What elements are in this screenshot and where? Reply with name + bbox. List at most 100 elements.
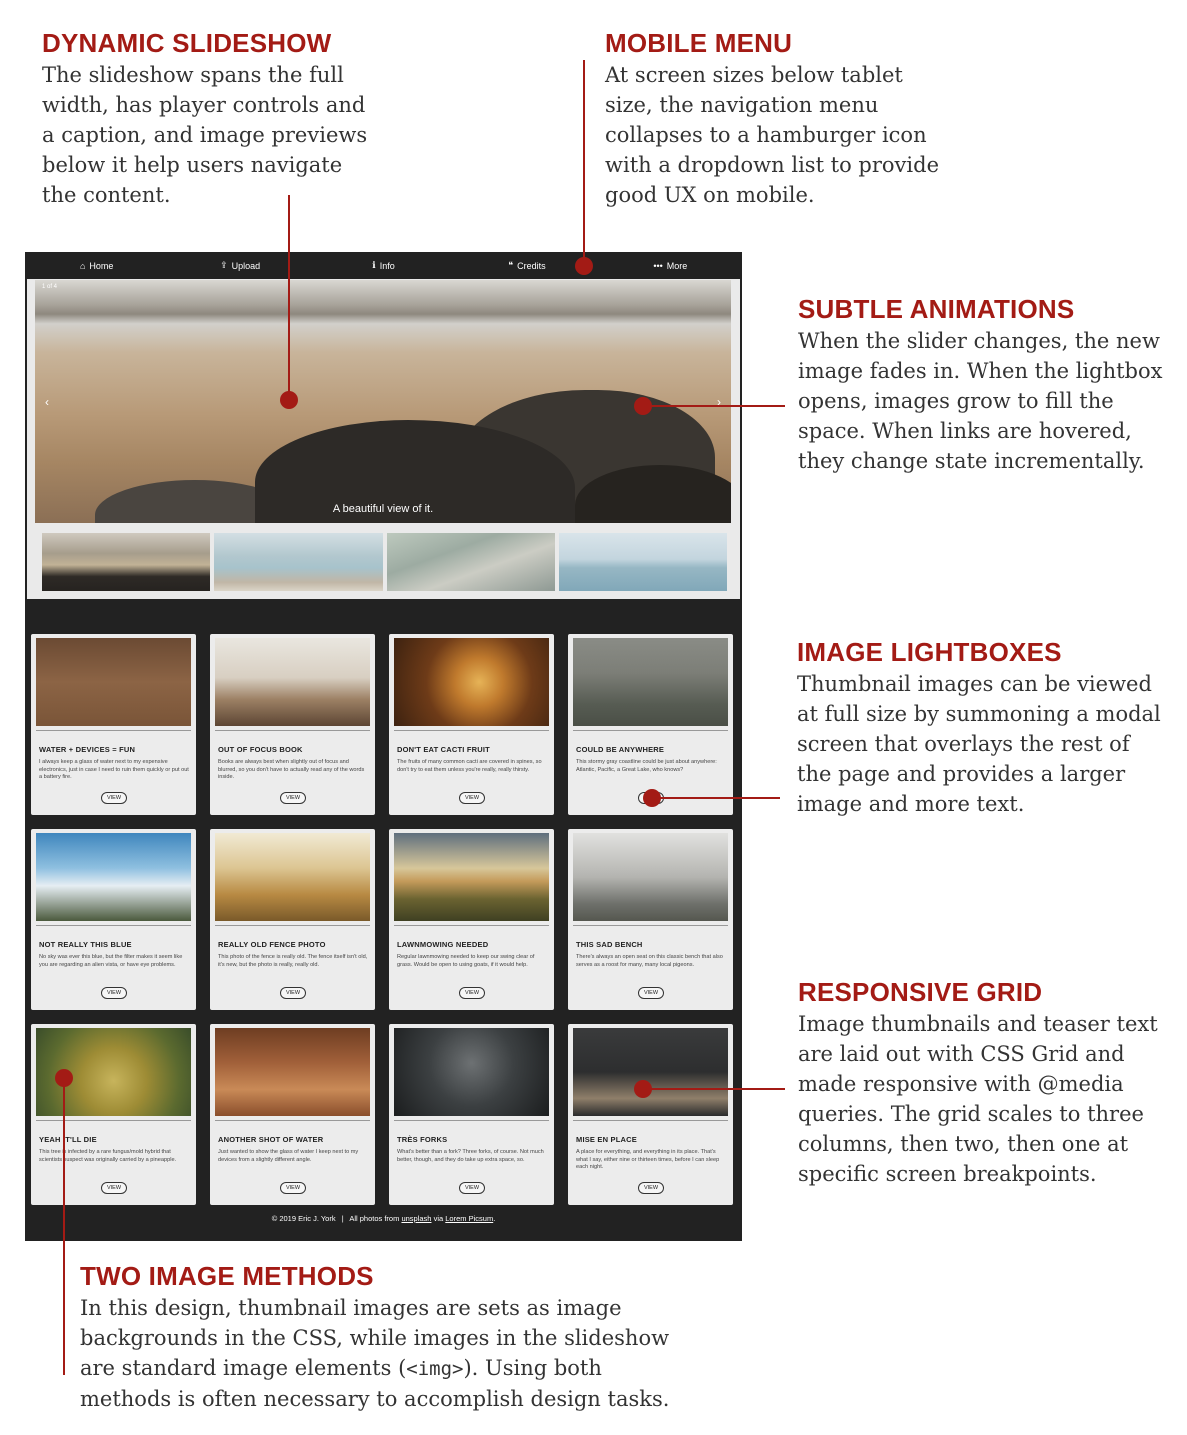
annotation-text: Image thumbnails and teaser text are lai… — [798, 1012, 1158, 1186]
card-image[interactable] — [36, 1028, 191, 1116]
card-image[interactable] — [573, 833, 728, 921]
slide-counter: 1 of 4 — [42, 284, 58, 290]
card-title: WATER + DEVICES = FUN — [39, 745, 136, 754]
view-button[interactable]: VIEW — [101, 1182, 127, 1194]
card-image[interactable] — [394, 833, 549, 921]
card-text: The fruits of many common cacti are cove… — [397, 759, 542, 773]
quote-icon: ❝ — [508, 260, 514, 270]
slideshow: 1 of 4 ‹ › A beautiful view of it. — [27, 279, 740, 599]
annotation-animations: SUBTLE ANIMATIONS When the slider change… — [798, 294, 1168, 476]
card-text: This photo of the fence is really old. T… — [218, 954, 368, 968]
prev-arrow-icon[interactable]: ‹ — [45, 395, 49, 409]
card-image[interactable] — [36, 833, 191, 921]
card-text: Just wanted to show the glass of water I… — [218, 1149, 359, 1163]
card-text: Regular lawnmowing needed to keep our sw… — [397, 954, 535, 968]
annotation-title: SUBTLE ANIMATIONS — [798, 294, 1075, 324]
card-divider — [36, 730, 191, 731]
slide-caption: A beautiful view of it. — [332, 503, 434, 515]
grid-card: LAWNMOWING NEEDED Regular lawnmowing need… — [389, 829, 554, 1010]
nav-item-more[interactable]: ••• More — [599, 252, 742, 279]
card-image[interactable] — [394, 1028, 549, 1116]
slide-preview-1[interactable] — [42, 533, 211, 591]
card-title: COULD BE ANYWHERE — [576, 745, 665, 754]
nav-label: Upload — [231, 260, 261, 271]
card-image[interactable] — [36, 638, 191, 726]
card-divider — [36, 925, 191, 926]
ellipsis-icon: ••• — [653, 260, 663, 271]
card-title: MISE EN PLACE — [576, 1135, 637, 1144]
view-button[interactable]: VIEW — [101, 987, 127, 999]
card-image[interactable] — [215, 833, 370, 921]
footer-period: . — [493, 1214, 496, 1223]
view-button[interactable]: VIEW — [101, 792, 127, 804]
card-text: No sky was ever this blue, but the filte… — [39, 954, 183, 968]
annotation-title: TWO IMAGE METHODS — [80, 1261, 374, 1291]
view-button[interactable]: VIEW — [280, 987, 306, 999]
home-icon: ⌂ — [79, 260, 86, 271]
card-title: TRÈS FORKS — [397, 1135, 448, 1144]
grid-card: REALLY OLD FENCE PHOTO This photo of the … — [210, 829, 375, 1010]
slide-rock — [255, 420, 575, 523]
nav-item-info[interactable]: ℹ Info — [312, 252, 455, 279]
annotation-slideshow: DYNAMIC SLIDESHOW The slideshow spans th… — [42, 28, 382, 210]
card-title: DON'T EAT CACTI FRUIT — [397, 745, 490, 754]
card-title: NOT REALLY THIS BLUE — [39, 940, 132, 949]
view-button[interactable]: VIEW — [638, 1182, 664, 1194]
annotation-title: MOBILE MENU — [605, 28, 793, 58]
unsplash-link[interactable]: unsplash — [401, 1214, 432, 1223]
card-divider — [573, 730, 728, 731]
card-divider — [394, 1120, 549, 1121]
image-grid: WATER + DEVICES = FUN I always keep a gla… — [31, 634, 736, 1205]
view-button[interactable]: VIEW — [638, 987, 664, 999]
view-button[interactable]: VIEW — [638, 792, 664, 804]
grid-card: OUT OF FOCUS BOOK Books are always best w… — [210, 634, 375, 815]
slide-preview-2[interactable] — [214, 533, 383, 591]
card-divider — [215, 730, 370, 731]
upload-icon: ⇪ — [220, 260, 228, 270]
card-divider — [573, 1120, 728, 1121]
nav-bar: ⌂ Home ⇪ Upload ℹ Info ❝ Credits ••• More — [25, 252, 742, 279]
photos-credit: All photos from — [349, 1214, 400, 1223]
annotation-text: At screen sizes below tablet size, the n… — [605, 63, 940, 207]
lorem-picsum-link[interactable]: Lorem Picsum — [445, 1214, 494, 1223]
view-button[interactable]: VIEW — [459, 1182, 485, 1194]
card-divider — [573, 925, 728, 926]
card-title: ANOTHER SHOT OF WATER — [218, 1135, 324, 1144]
annotation-two-methods: TWO IMAGE METHODS In this design, thumbn… — [80, 1261, 680, 1414]
annotation-grid: RESPONSIVE GRID Image thumbnails and tea… — [798, 977, 1168, 1189]
card-image[interactable] — [215, 638, 370, 726]
annotation-mobile-menu: MOBILE MENU At screen sizes below tablet… — [605, 28, 945, 210]
annotation-lightboxes: IMAGE LIGHTBOXES Thumbnail images can be… — [797, 637, 1167, 819]
view-button[interactable]: VIEW — [459, 792, 485, 804]
annotation-text: When the slider changes, the new image f… — [798, 329, 1163, 473]
grid-card: WATER + DEVICES = FUN I always keep a gla… — [31, 634, 196, 815]
annotation-text: The slideshow spans the full width, has … — [42, 63, 368, 207]
card-image[interactable] — [215, 1028, 370, 1116]
copyright: © 2019 Eric J. York — [271, 1214, 336, 1223]
view-button[interactable]: VIEW — [280, 792, 306, 804]
card-title: REALLY OLD FENCE PHOTO — [218, 940, 326, 949]
annotation-title: RESPONSIVE GRID — [798, 977, 1043, 1007]
next-arrow-icon[interactable]: › — [717, 395, 721, 409]
slide-previews — [42, 533, 727, 591]
grid-card: ANOTHER SHOT OF WATER Just wanted to show… — [210, 1024, 375, 1205]
via-text: via — [433, 1214, 444, 1223]
card-text: I always keep a glass of water next to m… — [39, 759, 189, 780]
slide-preview-3[interactable] — [386, 533, 555, 591]
card-divider — [215, 925, 370, 926]
card-divider — [394, 730, 549, 731]
view-button[interactable]: VIEW — [280, 1182, 306, 1194]
card-image[interactable] — [394, 638, 549, 726]
nav-item-credits[interactable]: ❝ Credits — [455, 252, 598, 279]
nav-item-home[interactable]: ⌂ Home — [25, 252, 168, 279]
slide-preview-4[interactable] — [558, 533, 727, 591]
card-image[interactable] — [573, 1028, 728, 1116]
card-image[interactable] — [573, 638, 728, 726]
annotation-title: IMAGE LIGHTBOXES — [797, 637, 1062, 667]
view-button[interactable]: VIEW — [459, 987, 485, 999]
card-title: THIS SAD BENCH — [576, 940, 643, 949]
grid-card: YEAH IT'LL DIE This tree is infected by a… — [31, 1024, 196, 1205]
nav-item-upload[interactable]: ⇪ Upload — [168, 252, 311, 279]
card-text: A place for everything, and everything i… — [576, 1149, 720, 1170]
card-text: Books are always best when slightly out … — [218, 759, 365, 780]
